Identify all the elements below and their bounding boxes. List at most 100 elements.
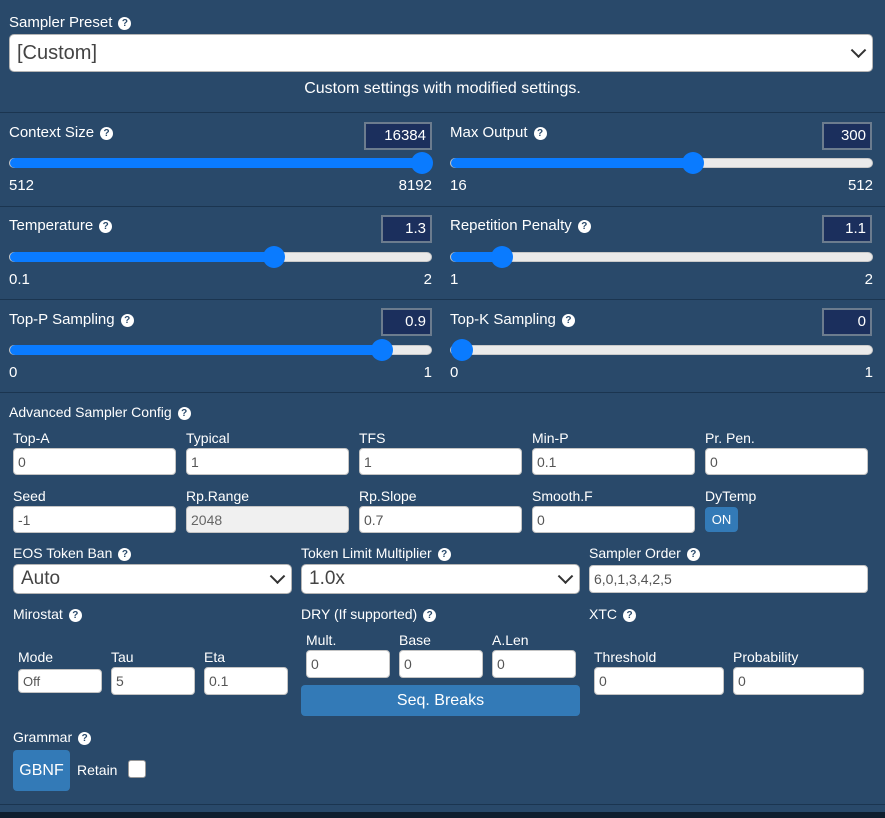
tfs-input[interactable]: 1 [359, 448, 522, 475]
temperature-min: 0.1 [9, 271, 30, 288]
help-icon[interactable]: ? [686, 548, 700, 561]
top-p-min: 0 [9, 364, 18, 381]
seq-breaks-button[interactable]: Seq. Breaks [301, 685, 580, 716]
divider [0, 392, 885, 393]
divider [0, 804, 885, 805]
min-p-label: Min-P [532, 430, 569, 446]
sampler-preset-label: Sampler Preset? [9, 14, 132, 31]
min-p-input[interactable]: 0.1 [532, 448, 695, 475]
slider-thumb[interactable] [262, 246, 285, 268]
sampler-order-input[interactable]: 6,0,1,3,4,2,5 [589, 565, 868, 593]
repetition-penalty-slider[interactable] [450, 246, 873, 268]
mirostat-eta-label: Eta [204, 649, 226, 665]
mirostat-mode-select[interactable]: Off [18, 669, 102, 693]
help-icon[interactable]: ? [437, 548, 451, 561]
repetition-penalty-value-box[interactable]: 1.1 [822, 215, 872, 243]
top-k-label: Top-K Sampling? [450, 311, 575, 328]
mirostat-eta-input[interactable]: 0.1 [204, 667, 288, 695]
dry-alen-label: A.Len [492, 632, 529, 648]
dry-label: DRY (If supported)? [301, 606, 437, 622]
slider-fill [10, 252, 274, 262]
rp-slope-input[interactable]: 0.7 [359, 506, 522, 533]
eos-token-ban-label: EOS Token Ban? [13, 545, 132, 561]
repetition-penalty-max: 2 [864, 271, 873, 288]
help-icon[interactable]: ? [100, 127, 114, 140]
smoothing-factor-input[interactable]: 0 [532, 506, 695, 533]
sampler-preset-select[interactable]: [Custom] [9, 34, 873, 72]
token-limit-multiplier-label: Token Limit Multiplier? [301, 545, 451, 561]
slider-thumb[interactable] [491, 246, 514, 268]
slider-thumb[interactable] [451, 339, 473, 361]
rp-slope-label: Rp.Slope [359, 488, 417, 504]
xtc-threshold-input[interactable]: 0 [594, 667, 724, 695]
max-output-max: 512 [847, 177, 873, 194]
tfs-label: TFS [359, 430, 386, 446]
slider-thumb[interactable] [411, 152, 433, 174]
help-icon[interactable]: ? [118, 17, 132, 30]
help-icon[interactable]: ? [118, 548, 132, 561]
top-k-value-box[interactable]: 0 [822, 308, 872, 336]
chevron-down-icon [557, 568, 574, 585]
help-icon[interactable]: ? [68, 609, 82, 622]
seed-input[interactable]: -1 [13, 506, 176, 533]
help-icon[interactable]: ? [78, 732, 92, 745]
context-size-max: 8192 [398, 177, 432, 194]
help-icon[interactable]: ? [177, 407, 191, 420]
max-output-label: Max Output? [450, 124, 547, 141]
dry-base-label: Base [399, 632, 431, 648]
typical-label: Typical [186, 430, 230, 446]
context-size-slider[interactable] [9, 152, 433, 174]
slider-thumb[interactable] [681, 152, 704, 174]
dry-mult-input[interactable]: 0 [306, 650, 390, 678]
help-icon[interactable]: ? [577, 220, 591, 233]
max-output-slider[interactable] [450, 152, 873, 174]
rp-range-input[interactable]: 2048 [186, 506, 349, 533]
mirostat-tau-label: Tau [111, 649, 134, 665]
slider-fill [451, 158, 693, 168]
typical-input[interactable]: 1 [186, 448, 349, 475]
eos-token-ban-select[interactable]: Auto [13, 564, 292, 594]
mirostat-tau-input[interactable]: 5 [111, 667, 195, 695]
repetition-penalty-min: 1 [450, 271, 459, 288]
help-icon[interactable]: ? [423, 609, 437, 622]
context-size-value-box[interactable]: 16384 [364, 122, 432, 150]
chevron-down-icon [850, 42, 867, 59]
top-p-value-box[interactable]: 0.9 [381, 308, 432, 336]
slider-thumb[interactable] [370, 339, 393, 361]
retain-label: Retain [77, 762, 118, 778]
token-limit-multiplier-select[interactable]: 1.0x [301, 564, 580, 594]
help-icon[interactable]: ? [561, 314, 575, 327]
xtc-probability-input[interactable]: 0 [733, 667, 864, 695]
temperature-slider[interactable] [9, 246, 432, 268]
top-a-input[interactable]: 0 [13, 448, 176, 475]
gbnf-button[interactable]: GBNF [13, 750, 70, 791]
top-k-slider[interactable] [450, 339, 873, 361]
top-p-slider[interactable] [9, 339, 432, 361]
xtc-probability-label: Probability [733, 649, 799, 665]
temperature-value-box[interactable]: 1.3 [381, 215, 432, 243]
help-icon[interactable]: ? [99, 220, 113, 233]
top-p-max: 1 [423, 364, 432, 381]
divider [0, 112, 885, 113]
divider [0, 299, 885, 300]
help-icon[interactable]: ? [120, 314, 134, 327]
presence-penalty-input[interactable]: 0 [705, 448, 868, 475]
dytemp-toggle-button[interactable]: ON [705, 507, 738, 532]
dry-alen-input[interactable]: 0 [492, 650, 576, 678]
presence-penalty-label: Pr. Pen. [705, 430, 755, 446]
max-output-min: 16 [450, 177, 467, 194]
seed-label: Seed [13, 488, 46, 504]
help-icon[interactable]: ? [623, 609, 636, 622]
xtc-label: XTC? [589, 606, 636, 622]
xtc-threshold-label: Threshold [594, 649, 657, 665]
max-output-value-box[interactable]: 300 [822, 122, 872, 150]
mirostat-mode-label: Mode [18, 649, 54, 665]
bottom-bar [0, 812, 885, 818]
slider-fill [451, 252, 503, 262]
temperature-max: 2 [423, 271, 432, 288]
dry-base-input[interactable]: 0 [399, 650, 483, 678]
context-size-min: 512 [9, 177, 35, 194]
retain-checkbox[interactable] [128, 760, 146, 778]
help-icon[interactable]: ? [533, 127, 547, 140]
top-a-label: Top-A [13, 430, 50, 446]
